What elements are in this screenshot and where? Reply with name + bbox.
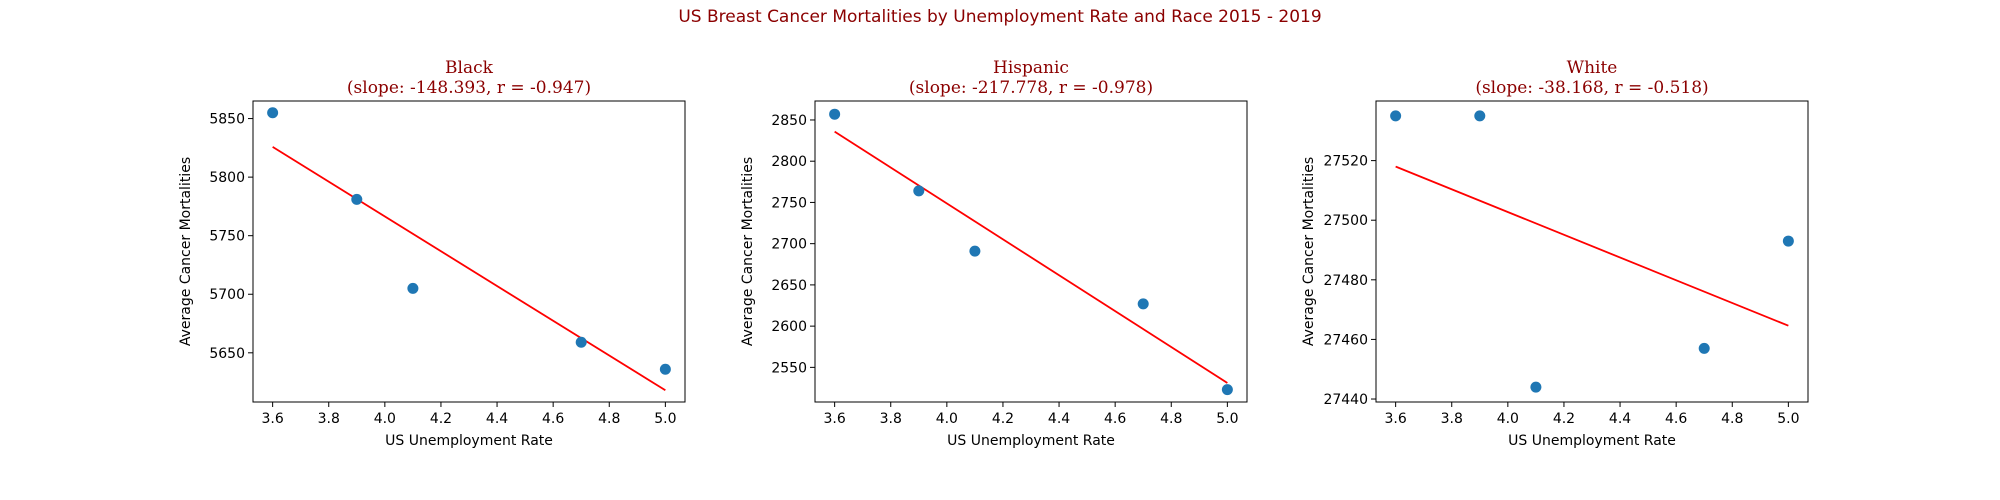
x-tick-label: 4.8 — [598, 411, 620, 427]
x-tick-label: 5.0 — [1216, 411, 1238, 427]
figure-title: US Breast Cancer Mortalities by Unemploy… — [678, 7, 1321, 27]
panel-black-ylabel: Average Cancer Mortalities — [178, 157, 194, 346]
panel-hispanic: Hispanic(slope: -217.778, r = -0.978) 3.6… — [740, 58, 1248, 449]
panel-hispanic-title: Hispanic — [993, 58, 1069, 78]
x-tick-label: 3.8 — [318, 411, 340, 427]
y-tick-label: 2850 — [771, 113, 807, 129]
panel-hispanic-xlabel: US Unemployment Rate — [947, 433, 1115, 449]
panel-hispanic-point — [829, 108, 841, 120]
panel-white-point — [1782, 235, 1794, 247]
y-tick-label: 5800 — [209, 170, 245, 186]
x-tick-label: 4.0 — [936, 411, 958, 427]
x-tick-label: 4.4 — [1048, 411, 1070, 427]
x-tick-label: 4.2 — [1553, 411, 1575, 427]
panel-white-ylabel: Average Cancer Mortalities — [1301, 157, 1317, 346]
panel-black-stats: (slope: -148.393, r = -0.947) — [347, 78, 591, 98]
x-tick-label: 5.0 — [1777, 411, 1799, 427]
x-tick-label: 4.2 — [992, 411, 1014, 427]
y-tick-label: 2800 — [771, 154, 807, 170]
panel-hispanic-ylabel: Average Cancer Mortalities — [740, 157, 756, 346]
x-tick-label: 4.0 — [374, 411, 396, 427]
panel-white-fit-line — [1395, 165, 1789, 327]
y-tick-label: 2550 — [771, 360, 807, 376]
panel-hispanic-point — [1221, 384, 1233, 396]
panel-black-frame — [252, 100, 686, 403]
panel-black-point — [351, 193, 363, 205]
y-tick-label: 2700 — [771, 237, 807, 253]
x-tick-label: 4.4 — [486, 411, 508, 427]
panel-hispanic-fit-line — [834, 130, 1228, 384]
panel-white-title: White — [1567, 58, 1618, 78]
x-tick-label: 3.8 — [1441, 411, 1463, 427]
panel-black: Black(slope: -148.393, r = -0.947) 3.6 3.8… — [178, 58, 686, 449]
panel-white-point — [1390, 110, 1402, 122]
x-tick-label: 3.6 — [262, 411, 284, 427]
y-tick-label: 5750 — [209, 229, 245, 245]
panel-white-point — [1530, 381, 1542, 393]
panel-hispanic-point — [913, 185, 925, 197]
y-tick-label: 2750 — [771, 195, 807, 211]
x-tick-label: 4.8 — [1160, 411, 1182, 427]
panel-black-point — [575, 336, 587, 348]
x-tick-label: 4.6 — [542, 411, 564, 427]
panel-white-point — [1698, 342, 1710, 354]
y-tick-label: 2650 — [771, 278, 807, 294]
y-tick-label: 5650 — [209, 346, 245, 362]
panel-hispanic-point — [1137, 298, 1149, 310]
panel-black-title: Black — [445, 58, 494, 78]
x-tick-label: 4.6 — [1665, 411, 1687, 427]
y-tick-label: 27520 — [1323, 154, 1368, 170]
y-tick-label: 2600 — [771, 319, 807, 335]
y-tick-label: 27460 — [1323, 332, 1368, 348]
y-tick-label: 27440 — [1323, 392, 1368, 408]
panel-hispanic-frame — [814, 100, 1248, 403]
y-tick-label: 27480 — [1323, 273, 1368, 289]
panel-black-point — [407, 282, 419, 294]
x-tick-label: 3.6 — [1385, 411, 1407, 427]
x-tick-label: 5.0 — [654, 411, 676, 427]
panel-white-point — [1474, 110, 1486, 122]
y-tick-label: 27500 — [1323, 213, 1368, 229]
panels: Black(slope: -148.393, r = -0.947) 3.6 3.8… — [178, 58, 1809, 449]
panel-white: White(slope: -38.168, r = -0.518) 3.6 3.8 4… — [1301, 58, 1809, 449]
panel-black-point — [659, 363, 671, 375]
x-tick-label: 3.6 — [824, 411, 846, 427]
x-tick-label: 3.8 — [880, 411, 902, 427]
panel-black-xlabel: US Unemployment Rate — [385, 433, 553, 449]
panel-black-fit-line — [272, 146, 666, 392]
panel-hispanic-stats: (slope: -217.778, r = -0.978) — [909, 78, 1153, 98]
x-tick-label: 4.0 — [1497, 411, 1519, 427]
y-tick-label: 5700 — [209, 287, 245, 303]
panel-white-stats: (slope: -38.168, r = -0.518) — [1475, 78, 1708, 98]
panel-hispanic-point — [969, 245, 981, 257]
x-tick-label: 4.4 — [1609, 411, 1631, 427]
panel-black-point — [267, 107, 279, 119]
x-tick-label: 4.6 — [1104, 411, 1126, 427]
x-tick-label: 4.8 — [1721, 411, 1743, 427]
y-tick-label: 5850 — [209, 112, 245, 128]
panel-white-xlabel: US Unemployment Rate — [1508, 433, 1676, 449]
panel-white-frame — [1375, 100, 1809, 403]
x-tick-label: 4.2 — [430, 411, 452, 427]
